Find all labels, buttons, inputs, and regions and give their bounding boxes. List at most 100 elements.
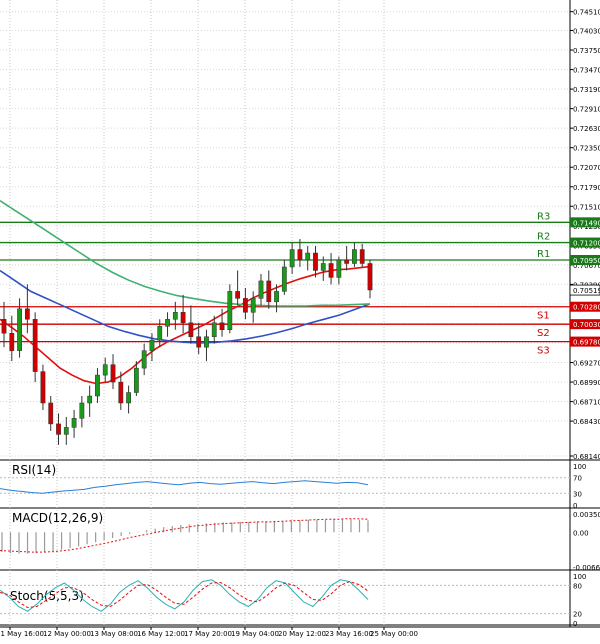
rsi-line (0, 480, 369, 494)
candle-body (17, 308, 22, 351)
candle-body (204, 336, 209, 348)
level-name-s3: S3 (537, 346, 550, 357)
moving-average-line (0, 269, 371, 344)
candle-body (24, 308, 30, 320)
current-price-label: 0.70519 (573, 287, 600, 295)
stoch-tick-label: 20 (573, 611, 582, 619)
macd-signal-line (0, 518, 369, 553)
candle-body (180, 312, 186, 324)
candle-body (165, 319, 170, 327)
candle-body (196, 336, 202, 348)
candle-body (126, 392, 131, 404)
time-tick-label: 25 May 00:00 (370, 630, 418, 638)
moving-average-line (0, 265, 373, 385)
candle-body (235, 291, 241, 299)
stoch-tick-label: 80 (573, 582, 582, 590)
stoch-title: Stoch(5,5,3) (10, 589, 84, 603)
macd-tick-label: 0.00 (573, 529, 589, 537)
candle-body (359, 249, 365, 264)
macd-title: MACD(12,26,9) (12, 511, 103, 525)
candle-body (1, 319, 7, 334)
rsi-tick-label: 0 (573, 502, 577, 510)
candle-body (305, 252, 311, 261)
price-tick-label: 0.74030 (573, 28, 600, 36)
candle-body (48, 402, 54, 425)
level-price-tag-text-r2: 0.71200 (573, 240, 600, 248)
stoch-panel: Stoch(5,5,3) (0, 579, 570, 615)
candle-body (63, 427, 69, 435)
candle-body (95, 374, 100, 397)
time-tick-label: 12 May 00:00 (43, 630, 91, 638)
price-tick-label: 0.73750 (573, 47, 600, 55)
rsi-panel: RSI(14) (0, 463, 570, 494)
candle-body (367, 263, 373, 291)
candle-body (352, 249, 357, 264)
price-tick-label: 0.72070 (573, 164, 600, 172)
stoch-tick-label: 100 (573, 573, 586, 581)
candle-body (40, 371, 46, 404)
time-tick-label: 17 May 20:00 (184, 630, 232, 638)
level-name-s2: S2 (537, 328, 550, 339)
level-price-tag-text-r3: 0.71490 (573, 219, 600, 227)
candle-body (258, 280, 264, 299)
candle-body (328, 263, 334, 278)
price-panel: R3 R2 R1 S1 S2 S3 (0, 200, 570, 445)
candle-body (141, 350, 147, 369)
price-tick-label: 0.68140 (573, 453, 600, 461)
candle-body (188, 322, 194, 337)
candle-body (227, 291, 233, 330)
candle-body (56, 423, 61, 435)
candle-body (211, 322, 217, 337)
candle-body (313, 252, 318, 271)
candle-body (344, 259, 350, 264)
level-price-tag-s3 (570, 336, 600, 347)
candle-body (243, 298, 248, 313)
price-tick-label: 0.74510 (573, 9, 600, 17)
candle-body (320, 263, 326, 271)
level-price-tag-text-s3: 0.69780 (573, 339, 600, 347)
candle-body (79, 402, 85, 419)
current-price-tag (569, 284, 600, 296)
axis-layer: 0.74510 0.74030 0.73750 0.73470 0.73190 0.729… (0, 9, 600, 638)
candle-body (9, 332, 15, 351)
candle-body (266, 280, 272, 303)
price-tick-label: 0.69270 (573, 360, 600, 368)
price-tick-label: 0.72910 (573, 106, 600, 114)
stoch-tick-label: 0 (573, 620, 577, 628)
time-tick-label: 19 May 04:00 (231, 630, 279, 638)
candle-body (32, 319, 38, 372)
macd-tick-label: 0.003509 (573, 511, 600, 519)
time-tick-label: 23 May 16:00 (325, 630, 373, 638)
candle-body (71, 418, 77, 428)
candle-body (289, 249, 295, 268)
level-price-tag-text-s1: 0.70280 (573, 304, 600, 312)
rsi-title: RSI(14) (12, 463, 56, 477)
price-tick-label: 0.71790 (573, 184, 600, 192)
candle-body (219, 322, 225, 330)
macd-tick-label: -0.006659 (573, 564, 600, 572)
price-tick-label: 0.68430 (573, 418, 600, 426)
candle-body (274, 291, 279, 303)
level-price-tag-r3 (570, 217, 600, 228)
candle-body (281, 266, 287, 292)
price-tick-label: 0.71510 (573, 203, 600, 211)
price-tick-label: 0.68990 (573, 379, 600, 387)
candle-body (110, 364, 116, 383)
level-name-r1: R1 (537, 249, 550, 260)
time-tick-label: 20 May 12:00 (278, 630, 326, 638)
candle-body (157, 326, 163, 341)
candle-body (149, 339, 155, 351)
price-tick-label: 0.68710 (573, 399, 600, 407)
level-price-tag-text-s2: 0.70030 (573, 321, 600, 329)
candle-body (118, 381, 124, 404)
moving-average-line (0, 200, 371, 307)
level-name-r2: R2 (537, 232, 550, 243)
candle-body (133, 367, 139, 393)
grid-layer (0, 0, 600, 628)
candle-body (87, 395, 93, 404)
price-tick-label: 0.73470 (573, 67, 600, 75)
macd-panel: MACD(12,26,9) (0, 511, 369, 554)
price-tick-label: 0.72630 (573, 125, 600, 133)
